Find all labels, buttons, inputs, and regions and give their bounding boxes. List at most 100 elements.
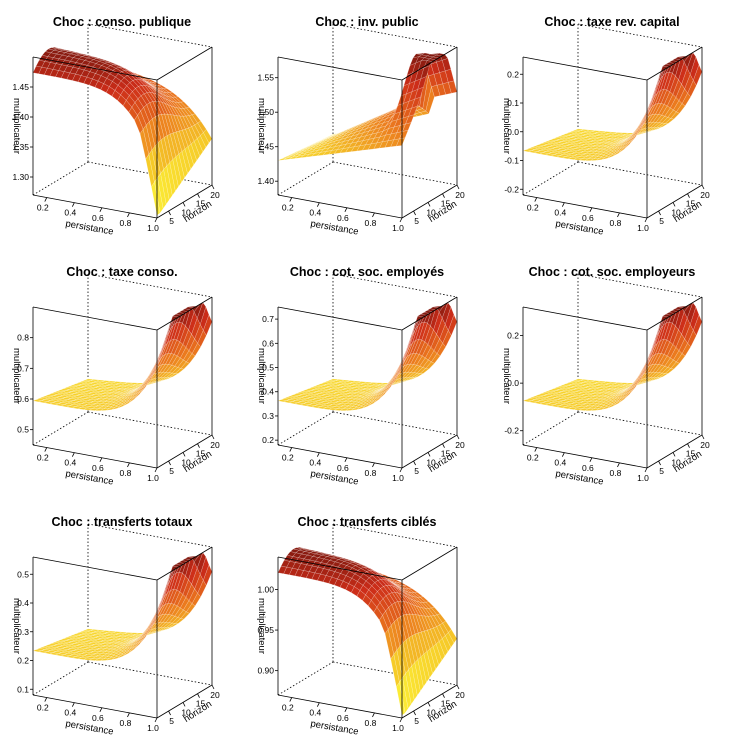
box-edge (156, 46, 213, 81)
surface-mesh (522, 302, 703, 411)
box-back-edge (577, 273, 703, 298)
x-tick-label: 0.2 (37, 203, 49, 213)
x-tick-label: 0.8 (610, 218, 622, 228)
x-tick-label: 0.6 (337, 213, 349, 223)
box-edge (32, 694, 158, 719)
y-tick-label: 20 (700, 440, 710, 450)
x-tick (617, 212, 620, 218)
z-tick-label: 1.55 (257, 73, 274, 83)
x-tick (399, 467, 403, 473)
x-tick (372, 212, 375, 218)
z-tick-label: 0.2 (507, 69, 519, 79)
z-tick-label: 0.3 (262, 411, 274, 421)
x-tick (316, 452, 320, 457)
x-tick (399, 217, 403, 223)
x-tick (561, 452, 565, 457)
y-tick-label: 5 (169, 716, 174, 726)
box-edge (646, 296, 703, 331)
surface-mesh (32, 47, 213, 216)
x-tick-label: 0.6 (92, 463, 104, 473)
x-tick (99, 707, 103, 712)
y-tick (442, 693, 445, 698)
x-tick (44, 447, 48, 452)
box-back-edge (522, 411, 579, 446)
z-axis-label: multiplicateur (501, 348, 512, 404)
surface-chart: Choc : taxe conso. 0.2 0.4 0.6 0.8 1.0 persist… (11, 265, 220, 488)
x-tick-label: 0.6 (92, 713, 104, 723)
x-tick (644, 467, 648, 473)
x-tick-label: 0.8 (120, 218, 132, 228)
x-tick-label: 0.6 (582, 463, 594, 473)
surface-mesh (32, 302, 213, 411)
box-back-edge (87, 23, 213, 48)
x-tick-label: 0.8 (365, 218, 377, 228)
x-tick (589, 207, 593, 212)
box-edge (401, 296, 458, 331)
x-tick-label: 0.6 (337, 713, 349, 723)
x-tick-label: 0.2 (527, 453, 539, 463)
x-tick (289, 697, 293, 702)
x-tick-label: 0.8 (120, 718, 132, 728)
y-tick-label: 10 (671, 457, 681, 467)
x-tick (44, 197, 48, 202)
y-tick-label: 5 (659, 216, 664, 226)
box-back-edge (332, 23, 458, 48)
surface-panel: Choc : cot. soc. employés 0.2 0.4 0.6 0.8 1.0… (245, 250, 490, 499)
box-edge (32, 306, 158, 331)
chart-title: Choc : inv. public (315, 15, 418, 29)
z-tick-label: -0.2 (504, 426, 519, 436)
y-tick-label: 15 (441, 199, 451, 209)
z-axis-label: multiplicateur (11, 98, 22, 154)
z-tick-label: 0.0 (507, 378, 519, 388)
x-tick (99, 457, 103, 462)
y-tick (168, 460, 171, 466)
z-axis-label: multiplicateur (256, 598, 267, 654)
z-tick-label: 1.40 (12, 112, 29, 122)
box-back-edge (577, 161, 703, 186)
y-tick (197, 693, 200, 698)
z-tick-label: 1.35 (12, 142, 29, 152)
x-tick-label: 0.2 (37, 703, 49, 713)
y-tick-label: 15 (686, 449, 696, 459)
z-tick-label: 0.7 (17, 363, 29, 373)
x-tick (71, 202, 75, 207)
y-tick-label: 10 (181, 207, 191, 217)
surface-mesh (32, 552, 213, 661)
x-tick-label: 0.8 (610, 468, 622, 478)
z-tick-label: 0.3 (17, 627, 29, 637)
y-tick-label: 10 (426, 457, 436, 467)
surface-mesh (277, 52, 458, 161)
y-tick (658, 460, 661, 466)
x-tick (617, 462, 620, 468)
box-edge (522, 306, 648, 331)
z-tick-label: 0.5 (17, 569, 29, 579)
y-tick (182, 202, 186, 207)
z-axis-label: multiplicateur (11, 598, 22, 654)
z-tick-label: 0.2 (507, 331, 519, 341)
x-tick-label: 0.6 (92, 213, 104, 223)
y-tick (672, 452, 676, 457)
y-tick (701, 434, 705, 440)
x-tick-label: 1.0 (147, 723, 159, 733)
box-back-edge (577, 411, 703, 436)
x-tick (127, 212, 130, 218)
box-back-edge (522, 161, 579, 196)
y-tick-label: 20 (455, 440, 465, 450)
y-tick (197, 443, 200, 448)
y-tick-label: 15 (196, 199, 206, 209)
surface-panel: Choc : taxe conso. 0.2 0.4 0.6 0.8 1.0 persist… (0, 250, 245, 499)
x-tick-label: 1.0 (392, 223, 404, 233)
chart-title: Choc : taxe conso. (66, 265, 177, 279)
x-tick-label: 0.4 (554, 208, 566, 218)
box-edge (32, 556, 158, 581)
z-tick-label: 1.45 (257, 142, 274, 152)
y-tick (456, 184, 460, 190)
x-tick (344, 707, 348, 712)
y-tick (197, 193, 200, 198)
z-tick-label: 0.5 (17, 425, 29, 435)
x-tick-label: 0.8 (120, 468, 132, 478)
y-tick-label: 10 (426, 207, 436, 217)
x-tick (154, 217, 158, 223)
x-tick (316, 702, 320, 707)
y-tick (168, 210, 171, 216)
